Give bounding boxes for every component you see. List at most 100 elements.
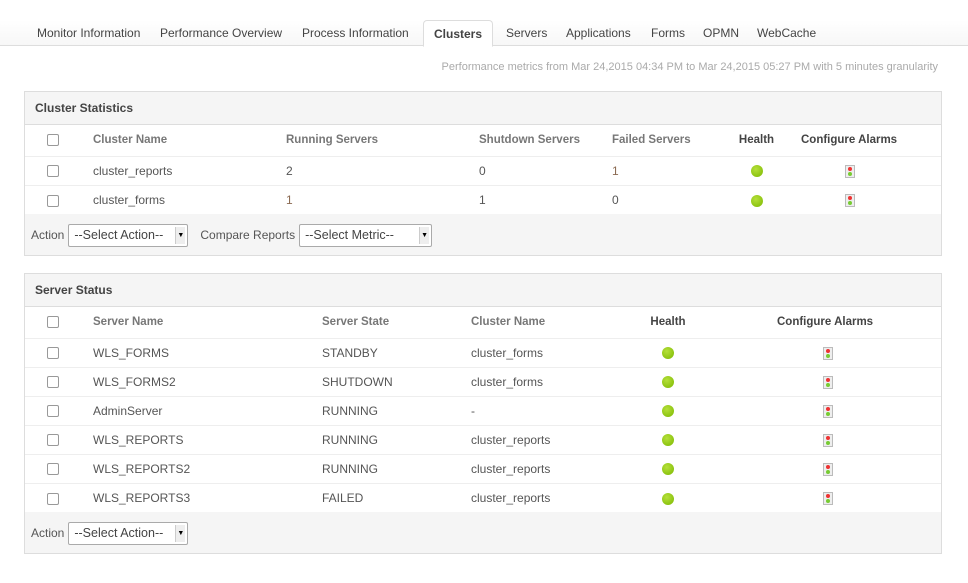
tab-opmn[interactable]: OPMN [703,26,739,40]
running-servers: 2 [274,155,467,185]
configure-alarm-icon[interactable] [845,193,855,207]
action-label: Action [31,526,65,540]
action-label: Action [31,228,65,242]
server-state: RUNNING [310,424,459,454]
shutdown-servers: 0 [467,155,600,185]
panel-title: Cluster Statistics [25,92,941,125]
table-header-row: Server Name Server State Cluster Name He… [25,307,941,338]
column-header: Health [738,134,775,147]
configure-alarm-icon[interactable] [823,433,833,447]
table-row: cluster_forms 1 1 0 [25,184,941,214]
server-state: FAILED [310,482,459,512]
health-green-icon [750,165,763,178]
health-green-icon [750,194,763,207]
cluster-name: cluster_reports [459,482,638,512]
metrics-range-text: Performance metrics from Mar 24,2015 04:… [441,61,938,73]
shutdown-servers: 1 [467,184,600,214]
chevron-down-icon: ▼ [419,226,430,244]
server-name: WLS_FORMS [81,337,310,367]
tab-monitor-information[interactable]: Monitor Information [37,26,141,40]
row-checkbox[interactable] [47,194,59,207]
health-green-icon [662,405,674,418]
server-name: WLS_REPORTS [81,424,310,454]
server-status-panel: Server Status Server Name Server State C… [24,273,942,554]
server-table: Server Name Server State Cluster Name He… [25,307,941,512]
table-header-row: Cluster Name Running Servers Shutdown Se… [25,125,941,156]
select-all-checkbox[interactable] [47,316,59,329]
column-header[interactable]: Server State [322,316,390,329]
column-header[interactable]: Shutdown Servers [479,134,580,147]
cluster-name: cluster_forms [81,184,274,214]
cluster-actions-bar: Action --Select Action-- ▼ Compare Report… [25,214,941,256]
configure-alarm-icon[interactable] [823,404,833,418]
row-checkbox[interactable] [47,492,59,505]
column-header[interactable]: Running Servers [286,134,379,147]
tab-performance-overview[interactable]: Performance Overview [160,26,283,40]
tab-webcache[interactable]: WebCache [757,26,817,40]
tab-forms[interactable]: Forms [651,26,685,40]
tab-bar: Monitor Information Performance Overview… [0,20,968,47]
chevron-down-icon: ▼ [175,226,186,244]
select-all-checkbox[interactable] [47,134,59,147]
column-header: Health [650,316,686,329]
table-row: WLS_FORMS STANDBY cluster_forms [25,337,941,367]
cluster-name: cluster_reports [459,424,638,454]
action-select[interactable]: --Select Action-- ▼ [68,223,189,247]
column-header: Configure Alarms [801,134,898,147]
tab-servers[interactable]: Servers [506,26,548,40]
server-name: AdminServer [81,395,310,425]
table-row: cluster_reports 2 0 1 [25,155,941,185]
health-green-icon [662,434,674,447]
cluster-statistics-panel: Cluster Statistics Cluster Name Running … [24,91,942,256]
cluster-name: - [459,395,638,425]
configure-alarm-icon[interactable] [845,164,855,178]
table-row: AdminServer RUNNING - [25,395,941,425]
cluster-name: cluster_forms [459,337,638,367]
server-name: WLS_FORMS2 [81,366,310,396]
cluster-table: Cluster Name Running Servers Shutdown Se… [25,125,941,214]
configure-alarm-icon[interactable] [823,462,833,476]
health-green-icon [662,347,674,360]
column-header: Configure Alarms [777,316,874,329]
configure-alarm-icon[interactable] [823,375,833,389]
running-servers: 1 [274,184,467,214]
server-state: STANDBY [310,337,459,367]
column-header[interactable]: Cluster Name [471,316,546,329]
metric-select-value: --Select Metric-- [305,228,394,242]
failed-servers: 1 [600,155,724,185]
action-select[interactable]: --Select Action-- ▼ [68,521,189,545]
tab-process-information[interactable]: Process Information [302,26,409,40]
compare-reports-label: Compare Reports [200,228,296,242]
cluster-name: cluster_forms [459,366,638,396]
table-row: WLS_REPORTS2 RUNNING cluster_reports [25,453,941,483]
server-name: WLS_REPORTS3 [81,482,310,512]
row-checkbox[interactable] [47,376,59,389]
table-row: WLS_REPORTS3 FAILED cluster_reports [25,482,941,512]
action-select-value: --Select Action-- [74,526,164,540]
health-green-icon [662,492,674,505]
health-green-icon [662,463,674,476]
server-state: RUNNING [310,395,459,425]
row-checkbox[interactable] [47,165,59,178]
row-checkbox[interactable] [47,405,59,418]
row-checkbox[interactable] [47,463,59,476]
action-select-value: --Select Action-- [74,228,164,242]
row-checkbox[interactable] [47,347,59,360]
tab-applications[interactable]: Applications [566,26,631,40]
configure-alarm-icon[interactable] [823,491,833,505]
column-header[interactable]: Cluster Name [93,134,168,147]
server-actions-bar: Action --Select Action-- ▼ [25,512,941,554]
server-state: SHUTDOWN [310,366,459,396]
server-name: WLS_REPORTS2 [81,453,310,483]
column-header[interactable]: Server Name [93,316,164,329]
metric-select[interactable]: --Select Metric-- ▼ [299,223,433,247]
failed-servers: 0 [600,184,724,214]
tab-clusters[interactable]: Clusters [423,20,494,47]
configure-alarm-icon[interactable] [823,346,833,360]
column-header[interactable]: Failed Servers [612,134,691,147]
cluster-name: cluster_reports [81,155,274,185]
server-state: RUNNING [310,453,459,483]
panel-title: Server Status [25,274,941,307]
table-row: WLS_REPORTS RUNNING cluster_reports [25,424,941,454]
row-checkbox[interactable] [47,434,59,447]
